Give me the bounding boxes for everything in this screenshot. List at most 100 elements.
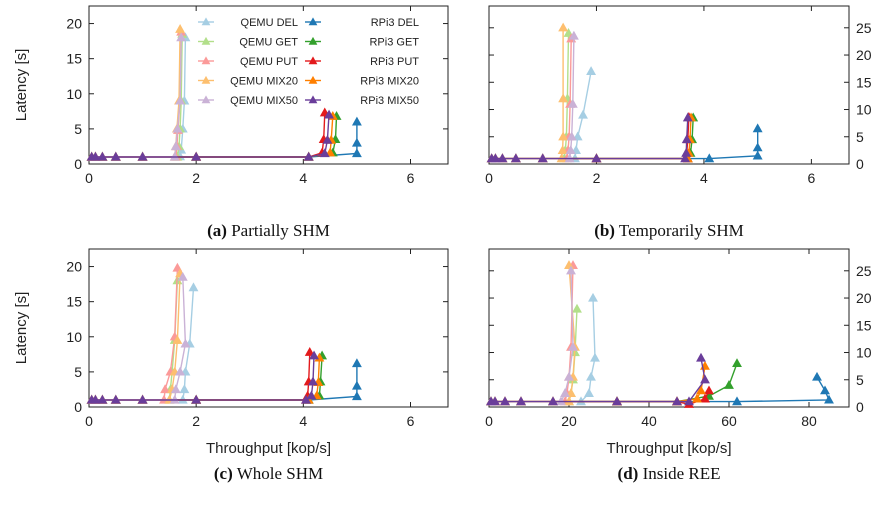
series-qemu-get (86, 275, 183, 404)
data-point-marker (180, 338, 191, 348)
data-point-marker (696, 385, 706, 395)
y-tick-label: 15 (66, 294, 82, 310)
data-point-marker (586, 371, 596, 381)
series-line (491, 117, 692, 160)
legend-label: QEMU MIX50 (230, 95, 298, 107)
data-point-marker (612, 396, 622, 406)
series-line (91, 29, 181, 158)
series-qemu-put (486, 260, 578, 406)
legend-label: QEMU PUT (240, 56, 298, 68)
data-point-marker (558, 131, 569, 141)
subfigure-caption: (c) Whole SHM (214, 464, 323, 483)
series-line (491, 265, 576, 403)
data-point-marker (137, 151, 148, 161)
data-point-marker (351, 116, 362, 126)
legend: QEMU DEL RPi3 DEL QEMU GET RPi3 GET QEMU PUT… (198, 17, 419, 107)
data-point-marker (319, 148, 330, 158)
y-tick-label: 0 (856, 156, 864, 172)
data-point-marker (557, 145, 568, 155)
panel-d: 0 20 40 60 80 0 5 10 15 20 25 Throughput [kop/s] (d)… (485, 248, 872, 483)
x-tick-label: 0 (85, 413, 93, 429)
legend-item: RPi3 GET (305, 37, 419, 49)
legend-marker (308, 56, 318, 65)
data-point-marker (684, 396, 694, 406)
y-tick-label: 0 (856, 399, 864, 415)
data-point-marker (172, 123, 183, 133)
data-point-marker (752, 150, 763, 160)
x-tick-label: 20 (561, 413, 577, 429)
series-qemu-put (86, 262, 183, 404)
legend-marker (308, 36, 318, 45)
subfigure-caption: (b) Temporarily SHM (594, 221, 744, 240)
series-line (491, 117, 694, 160)
y-tick-label: 20 (856, 290, 872, 306)
data-point-marker (306, 390, 317, 400)
series-line (491, 357, 706, 403)
series-rpi3-put (86, 347, 315, 404)
data-point-marker (308, 376, 318, 386)
data-point-marker (191, 151, 202, 161)
data-point-marker (586, 66, 597, 76)
data-point-marker (137, 394, 148, 404)
data-point-marker (696, 352, 706, 362)
data-point-marker (680, 153, 691, 163)
x-tick-label: 2 (192, 413, 200, 429)
series-group (86, 262, 362, 404)
legend-marker (308, 75, 318, 84)
data-point-marker (170, 141, 181, 151)
series-line (491, 365, 706, 403)
series-line (91, 355, 315, 401)
y-tick-label: 10 (66, 86, 82, 102)
data-point-marker (175, 23, 186, 33)
data-point-marker (510, 153, 521, 163)
data-point-marker (176, 32, 187, 42)
series-rpi3-get (86, 111, 342, 161)
series-line (491, 33, 570, 160)
x-tick-label: 2 (192, 170, 200, 186)
series-rpi3-mix50 (86, 109, 334, 161)
y-axis-label: Latency [s] (13, 292, 30, 365)
data-point-marker (177, 271, 188, 281)
data-point-marker (578, 109, 588, 119)
series-qemu-mix50 (486, 30, 579, 163)
data-point-marker (752, 123, 763, 133)
y-tick-label: 15 (66, 51, 82, 67)
x-tick-label: 40 (641, 413, 657, 429)
data-point-marker (681, 147, 692, 157)
data-point-marker (90, 394, 101, 404)
data-point-marker (556, 396, 566, 406)
data-point-marker (692, 393, 702, 403)
data-point-marker (304, 347, 315, 356)
data-point-marker (497, 153, 508, 163)
series-line (91, 121, 358, 158)
series-line (91, 31, 182, 158)
data-point-marker (564, 153, 575, 163)
data-point-marker (682, 112, 693, 122)
data-point-marker (110, 151, 121, 161)
data-point-marker (351, 148, 362, 158)
data-point-marker (724, 380, 734, 389)
data-point-marker (820, 385, 830, 395)
data-point-marker (567, 98, 578, 108)
data-point-marker (591, 153, 602, 163)
y-axis-label: Latency [s] (13, 49, 30, 122)
x-tick-label: 6 (807, 170, 815, 186)
series-qemu-del (86, 32, 191, 161)
x-tick-label: 2 (593, 170, 601, 186)
data-point-marker (175, 366, 186, 376)
legend-label: RPi3 DEL (371, 17, 419, 29)
series-line (491, 117, 689, 160)
legend-marker (308, 95, 318, 104)
x-tick-label: 60 (721, 413, 737, 429)
data-point-marker (732, 396, 742, 406)
caption-label: (c) (214, 464, 233, 483)
data-point-marker (672, 396, 682, 406)
data-point-marker (568, 341, 578, 351)
data-point-marker (110, 394, 121, 404)
series-rpi3-put (486, 111, 694, 163)
y-tick-label: 5 (74, 121, 82, 137)
series-line (491, 128, 759, 160)
plot-frame (88, 5, 449, 165)
legend-label: RPi3 GET (369, 37, 419, 49)
data-point-marker (566, 265, 576, 275)
